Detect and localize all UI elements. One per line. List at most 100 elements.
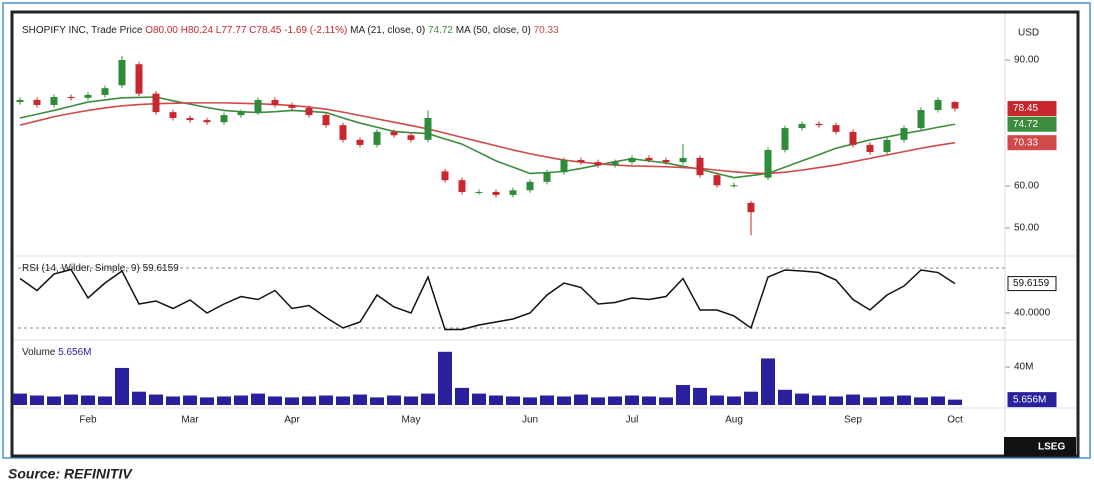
candle-body	[747, 202, 755, 213]
legend: RSI (14, Wilder, Simple, 9) 59.6159	[22, 263, 179, 274]
volume-bar	[404, 396, 418, 405]
volume-bar	[47, 396, 61, 405]
candle-body	[526, 181, 534, 191]
candle-body	[611, 162, 619, 166]
candle-body	[441, 171, 449, 181]
x-tick-label: Jul	[626, 415, 639, 426]
chart-frame	[10, 10, 1080, 458]
volume-bar	[217, 396, 231, 405]
candle-body	[152, 93, 160, 113]
ohlc-label: O80.00 H80.24 L77.77 C78.45	[145, 25, 282, 36]
candle-body	[917, 110, 925, 129]
legend-value: 5.656M	[58, 347, 91, 358]
candle-body	[509, 190, 517, 195]
candle-body	[305, 107, 313, 116]
candle-body	[866, 144, 874, 153]
candle-body	[424, 118, 432, 140]
volume-bar	[472, 393, 486, 405]
candle-body	[356, 139, 364, 145]
candle-body	[169, 112, 177, 119]
last-value-box	[1007, 392, 1057, 408]
volume-bar	[506, 396, 520, 405]
volume-bar	[710, 395, 724, 405]
legend-title: RSI (14, Wilder, Simple, 9)	[22, 263, 140, 274]
last-value-label: 78.45	[1013, 103, 1038, 114]
volume-bar	[523, 397, 537, 405]
candle-body	[203, 120, 211, 123]
candle-body	[33, 99, 41, 105]
candle-body	[339, 125, 347, 140]
volume-bar	[880, 396, 894, 405]
volume-bar	[30, 395, 44, 405]
candle-body	[322, 115, 330, 126]
volume-bar	[625, 395, 639, 405]
volume-bar	[370, 397, 384, 405]
volume-bar	[489, 395, 503, 405]
volume-bar	[540, 395, 554, 405]
ma-line	[19, 96, 956, 179]
legend: Volume 5.656M	[22, 347, 92, 358]
volume-bar	[897, 395, 911, 405]
last-value-label: 59.6159	[1013, 278, 1050, 289]
y-tick-label: 90.00	[1014, 55, 1039, 66]
volume-bar	[761, 358, 775, 405]
volume-bar	[455, 387, 469, 405]
x-tick-label: Mar	[181, 415, 199, 426]
candle-body	[84, 94, 92, 98]
legend-value: 74.72	[428, 25, 453, 36]
volume-bar	[829, 396, 843, 405]
volume-bar	[948, 399, 962, 405]
candle-body	[373, 131, 381, 145]
candle-body	[781, 128, 789, 150]
candle-body	[271, 99, 279, 105]
x-tick-label: Oct	[947, 415, 963, 426]
volume-bar	[387, 395, 401, 405]
volume-bar	[642, 396, 656, 405]
candle-body	[832, 125, 840, 132]
candle-body	[849, 131, 857, 145]
last-value-box	[1007, 101, 1057, 117]
volume-bar	[353, 394, 367, 405]
last-value-label: 5.656M	[1013, 394, 1046, 405]
unit-label: USD	[1018, 28, 1039, 39]
volume-bar	[812, 395, 826, 405]
candle-body	[458, 180, 466, 192]
volume-bar	[693, 387, 707, 405]
volume-bar	[285, 397, 299, 405]
volume-bar	[302, 396, 316, 405]
volume-bar	[863, 397, 877, 405]
volume-bar	[132, 391, 146, 405]
candle-body	[390, 131, 398, 136]
candle-body	[254, 99, 262, 113]
candle-body	[900, 128, 908, 140]
last-value-box	[1007, 116, 1057, 132]
candle-body	[662, 160, 670, 163]
last-value-box	[1007, 135, 1057, 151]
volume-bar	[336, 396, 350, 405]
ma-line	[19, 102, 956, 175]
last-value-label: 70.33	[1013, 137, 1038, 148]
candle-body	[679, 157, 687, 163]
candle-body	[407, 135, 415, 140]
x-tick-label: Apr	[284, 415, 300, 426]
candle-body	[543, 172, 551, 182]
volume-bar	[166, 396, 180, 405]
legend-title: Volume	[22, 347, 56, 358]
volume-bar	[744, 391, 758, 405]
y-tick-label: 40M	[1014, 362, 1033, 373]
brand: LSEG	[1038, 442, 1065, 453]
candle-body	[237, 112, 245, 116]
volume-bar	[676, 385, 690, 405]
x-tick-label: May	[402, 415, 421, 426]
volume-bar	[778, 389, 792, 405]
volume-bar	[659, 397, 673, 405]
candle-body	[934, 99, 942, 111]
volume-bar	[183, 395, 197, 405]
volume-bar	[574, 394, 588, 405]
volume-bar	[438, 351, 452, 405]
candle-body	[475, 191, 483, 193]
volume-bar	[795, 393, 809, 405]
candle-body	[951, 102, 959, 109]
volume-bar	[115, 367, 129, 405]
volume-bar	[149, 394, 163, 405]
